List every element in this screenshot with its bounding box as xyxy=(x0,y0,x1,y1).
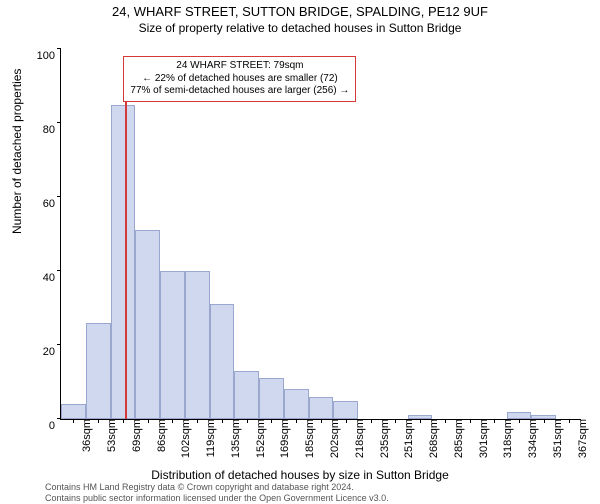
histogram-bar xyxy=(309,397,334,419)
x-tick-mark xyxy=(569,419,570,423)
chart-title: 24, WHARF STREET, SUTTON BRIDGE, SPALDIN… xyxy=(0,4,600,19)
x-tick-mark xyxy=(197,419,198,423)
footer-line1: Contains HM Land Registry data © Crown c… xyxy=(45,482,389,492)
histogram-bar xyxy=(185,271,210,419)
x-tick-label: 251sqm xyxy=(399,419,415,458)
x-tick-mark xyxy=(395,419,396,423)
x-tick-label: 202sqm xyxy=(325,419,341,458)
x-tick-label: 119sqm xyxy=(201,419,217,457)
x-tick-mark xyxy=(371,419,372,423)
x-tick-mark xyxy=(123,419,124,423)
chart-plot-area: 02040608010036sqm53sqm69sqm86sqm102sqm11… xyxy=(60,49,581,420)
histogram-bar xyxy=(284,389,309,419)
x-tick-mark xyxy=(247,419,248,423)
y-tick-mark xyxy=(57,270,61,271)
x-tick-label: 69sqm xyxy=(127,419,143,452)
histogram-bar xyxy=(61,404,86,419)
x-tick-mark xyxy=(346,419,347,423)
annotation-line3: 77% of semi-detached houses are larger (… xyxy=(130,85,349,98)
x-tick-mark xyxy=(420,419,421,423)
x-tick-mark xyxy=(148,419,149,423)
x-tick-mark xyxy=(98,419,99,423)
x-tick-mark xyxy=(519,419,520,423)
x-tick-mark xyxy=(222,419,223,423)
chart-subtitle: Size of property relative to detached ho… xyxy=(0,21,600,35)
x-axis-label: Distribution of detached houses by size … xyxy=(0,468,600,482)
x-tick-label: 318sqm xyxy=(498,419,514,458)
x-tick-label: 86sqm xyxy=(152,419,168,452)
x-tick-mark xyxy=(470,419,471,423)
footer-line2: Contains public sector information licen… xyxy=(45,493,389,503)
x-tick-label: 218sqm xyxy=(350,419,366,458)
y-tick-label: 20 xyxy=(43,346,61,358)
histogram-bar xyxy=(210,304,235,419)
histogram-bar xyxy=(135,230,160,419)
y-tick-label: 0 xyxy=(49,420,61,432)
x-tick-mark xyxy=(172,419,173,423)
x-tick-label: 185sqm xyxy=(300,419,316,458)
x-tick-label: 301sqm xyxy=(474,419,490,458)
x-tick-label: 36sqm xyxy=(77,419,93,452)
x-tick-label: 53sqm xyxy=(102,419,118,452)
x-tick-mark xyxy=(73,419,74,423)
y-tick-mark xyxy=(57,122,61,123)
y-tick-label: 100 xyxy=(37,50,61,62)
y-tick-label: 60 xyxy=(43,198,61,210)
x-tick-label: 235sqm xyxy=(375,419,391,458)
histogram-bar xyxy=(86,323,111,419)
x-tick-label: 268sqm xyxy=(424,419,440,458)
y-tick-label: 40 xyxy=(43,272,61,284)
y-tick-label: 80 xyxy=(43,124,61,136)
annotation-line2: ← 22% of detached houses are smaller (72… xyxy=(130,73,349,86)
histogram-bar xyxy=(259,378,284,419)
x-tick-mark xyxy=(494,419,495,423)
annotation-box: 24 WHARF STREET: 79sqm← 22% of detached … xyxy=(123,56,356,102)
x-tick-mark xyxy=(321,419,322,423)
y-tick-mark xyxy=(57,48,61,49)
y-tick-mark xyxy=(57,344,61,345)
x-tick-mark xyxy=(296,419,297,423)
histogram-bar xyxy=(111,105,136,420)
x-tick-mark xyxy=(544,419,545,423)
x-tick-label: 102sqm xyxy=(176,419,192,458)
histogram-bar xyxy=(234,371,259,419)
annotation-line1: 24 WHARF STREET: 79sqm xyxy=(130,60,349,73)
property-marker-line xyxy=(125,86,127,419)
x-tick-label: 169sqm xyxy=(275,419,291,458)
y-axis-label: Number of detached properties xyxy=(10,69,24,234)
x-tick-mark xyxy=(271,419,272,423)
x-tick-label: 152sqm xyxy=(251,419,267,458)
x-tick-label: 285sqm xyxy=(449,419,465,458)
histogram-bar xyxy=(507,412,532,419)
y-tick-mark xyxy=(57,196,61,197)
x-tick-label: 135sqm xyxy=(226,419,242,458)
x-tick-label: 334sqm xyxy=(523,419,539,458)
x-tick-label: 351sqm xyxy=(548,419,564,458)
histogram-bar xyxy=(333,401,358,420)
x-tick-mark xyxy=(445,419,446,423)
histogram-bar xyxy=(160,271,185,419)
x-tick-label: 367sqm xyxy=(573,419,589,458)
